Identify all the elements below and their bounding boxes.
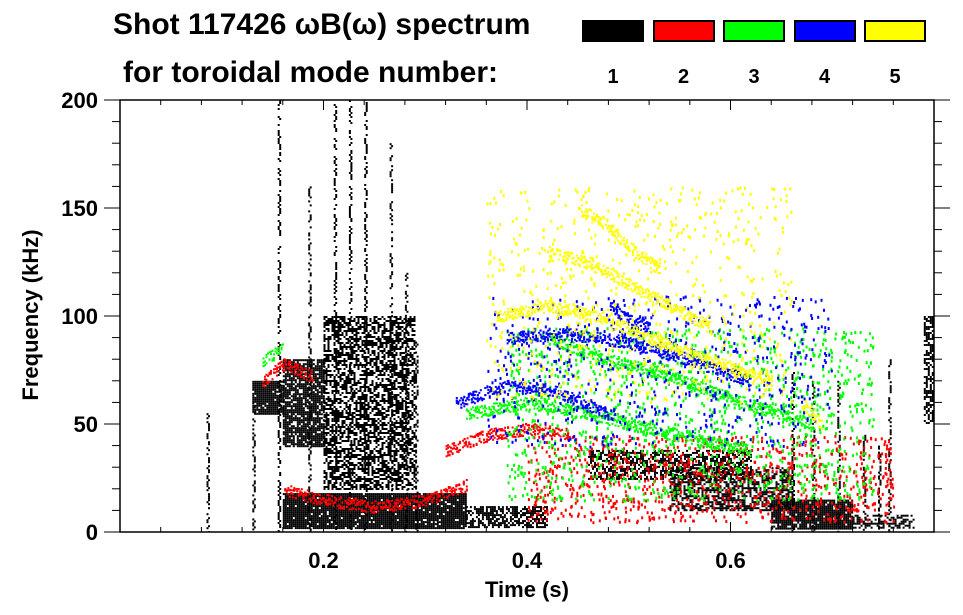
y-tick-label: 0: [86, 520, 98, 545]
chart-title-line-2: for toroidal mode number:: [123, 56, 498, 89]
spike-n=1-6: [364, 102, 368, 530]
y-tick-label: 200: [61, 88, 98, 113]
legend-label-n2: 2: [677, 66, 690, 88]
band-n=1-4: [465, 506, 548, 529]
x-tick-label: 0.4: [512, 548, 543, 573]
legend-label-n1: 1: [607, 66, 619, 88]
mode-curve-n=2-2: [262, 358, 314, 388]
chart-title-line-1: Shot 117426 ωB(ω) spectrum: [113, 8, 531, 41]
spike-n=1-3: [308, 186, 312, 532]
y-axis-title: Frequency (kHz): [18, 229, 43, 400]
band-n=1-2: [282, 493, 467, 530]
legend-swatch-n4: [793, 20, 856, 42]
legend-label-n5: 5: [889, 66, 901, 88]
scatter-n=5: [486, 186, 794, 404]
mode-curve-n=4-1: [506, 328, 752, 388]
spectrum-marks: [206, 100, 934, 532]
scatter-n=4: [486, 295, 833, 449]
y-tick-label: 150: [61, 196, 98, 221]
spike-n=1-9: [415, 341, 419, 532]
y-tick-label: 100: [61, 304, 98, 329]
legend-label-n4: 4: [818, 66, 831, 88]
series-n=4: [455, 295, 833, 449]
legend-label-n3: 3: [748, 66, 760, 88]
mode-curve-n=5-1: [548, 246, 712, 334]
spike-n=1-4: [333, 104, 338, 530]
y-tick-label: 50: [74, 412, 98, 437]
x-tick-label: 0.6: [715, 548, 746, 573]
spike-n=1-15: [888, 359, 892, 532]
spike-n=1-8: [404, 272, 409, 532]
x-tick-label: 0.2: [308, 548, 339, 573]
mode-curve-n=2-0: [284, 479, 468, 514]
x-axis-title: Time (s): [485, 577, 569, 602]
scatter-n=2: [527, 434, 896, 525]
mode-curve-n=3-2: [262, 343, 284, 367]
spike-n=1-5: [348, 100, 353, 530]
spike-n=1-1: [252, 402, 256, 531]
series-n=5: [486, 186, 824, 431]
legend-swatch-n1: [582, 20, 644, 42]
legend-swatch-n2: [652, 20, 715, 42]
spike-n=1-2: [277, 100, 282, 532]
series-n=1: [206, 100, 934, 532]
plot-area: [206, 100, 934, 532]
band-n=1-1: [282, 359, 325, 448]
spike-n=1-7: [389, 143, 394, 532]
mode-curve-n=2-1: [445, 422, 570, 458]
legend-swatch-n3: [723, 20, 785, 42]
axes: 0.2 0.4 0.6 0 50 100 150 200: [61, 88, 950, 573]
series-n=2: [262, 358, 896, 525]
legend-swatch-n5: [864, 20, 926, 42]
mode-curve-n=5-3: [801, 400, 824, 431]
spike-n=1-0: [206, 413, 210, 532]
band-n=1-3: [323, 316, 416, 490]
